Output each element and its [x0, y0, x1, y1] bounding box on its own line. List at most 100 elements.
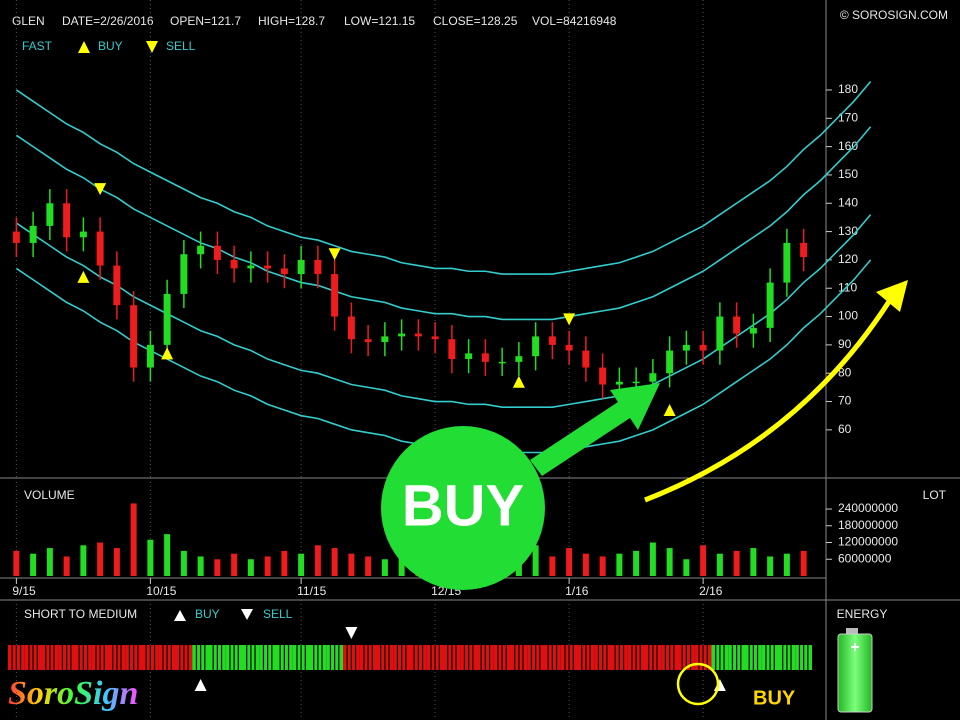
header-field: DATE=2/26/2016	[62, 14, 154, 28]
candle-body	[79, 231, 87, 238]
candle-body	[381, 336, 389, 343]
volume-bar	[147, 539, 154, 576]
battery: +	[837, 628, 873, 713]
legend-label: FAST	[22, 39, 53, 53]
candle-body	[364, 339, 372, 343]
header-field: LOW=121.15	[344, 14, 415, 28]
y-tick-label: 120000000	[838, 535, 898, 549]
legend-sell-marker	[241, 609, 253, 620]
volume-bar	[750, 548, 757, 576]
candle-body	[63, 203, 71, 238]
header-field: VOL=84216948	[532, 14, 617, 28]
x-tick-label: 1/16	[565, 584, 589, 598]
y-tick-label: 150	[838, 167, 858, 181]
signal-marker	[161, 347, 174, 360]
candle-body	[314, 259, 322, 275]
candle-body	[716, 316, 724, 351]
volume-bar	[197, 556, 204, 576]
candle-body	[733, 316, 741, 334]
candle-body	[766, 282, 774, 328]
yellow-arrow	[644, 298, 893, 503]
volume-bar	[63, 556, 70, 576]
y-tick-label: 170	[838, 110, 858, 124]
volume-bar	[649, 542, 656, 576]
callout-circle	[381, 426, 545, 590]
volume-bar	[683, 559, 690, 576]
candle-body	[682, 344, 690, 351]
volume-bar	[599, 556, 606, 576]
volume-bar	[164, 534, 171, 576]
candle-body	[666, 350, 674, 374]
legend-marker	[78, 41, 90, 53]
volume-bar	[314, 545, 321, 576]
candle-body	[297, 259, 305, 275]
legend-buy-marker	[174, 610, 186, 621]
y-tick-label: 160	[838, 139, 858, 153]
y-tick-label: 130	[838, 224, 858, 238]
volume-bar	[247, 559, 254, 576]
candle-body	[29, 225, 37, 243]
candle-body	[230, 259, 238, 269]
volume-bar	[348, 553, 355, 576]
header-field: CLOSE=128.25	[433, 14, 518, 28]
candle-body	[96, 231, 104, 266]
candle-body	[247, 265, 255, 269]
volume-bar	[549, 556, 556, 576]
y-tick-label: 140	[838, 195, 858, 209]
volume-bar	[666, 548, 673, 576]
x-tick-label: 2/16	[699, 584, 723, 598]
signal-title: SHORT TO MEDIUM	[24, 607, 137, 621]
y-tick-label: 100	[838, 309, 858, 323]
yellow-arrowhead	[876, 280, 908, 312]
y-tick-label: 60000000	[838, 551, 892, 565]
volume-bar	[616, 553, 623, 576]
signal-marker	[328, 248, 341, 261]
candle-body	[649, 373, 657, 382]
volume-bar	[582, 553, 589, 576]
volume-bar	[214, 559, 221, 576]
volume-bar	[30, 553, 37, 576]
candle-body	[465, 353, 473, 360]
candle-body	[749, 327, 757, 334]
candle-body	[163, 293, 171, 345]
volume-bar	[113, 548, 120, 576]
candle-body	[448, 339, 456, 360]
candle-body	[481, 353, 489, 362]
volume-bar	[13, 550, 20, 576]
volume-bar	[97, 542, 104, 576]
battery-body	[837, 633, 873, 713]
signal-marker	[77, 270, 90, 283]
candle-body	[800, 242, 808, 258]
signal-marker	[94, 183, 107, 196]
volume-bar	[716, 553, 723, 576]
volume-bar	[231, 553, 238, 576]
y-tick-label: 60	[838, 422, 852, 436]
logo: SoroSign	[8, 675, 138, 712]
y-tick-label: 240000000	[838, 501, 898, 515]
sell-marker	[345, 627, 358, 639]
y-tick-label: 90	[838, 337, 852, 351]
volume-bar	[381, 559, 388, 576]
x-tick-label: 11/15	[297, 584, 326, 598]
candle-body	[213, 245, 221, 260]
band-line	[15, 126, 872, 321]
candle-body	[12, 231, 20, 243]
y-tick-label: 180000000	[838, 518, 898, 532]
volume-bar	[700, 545, 707, 576]
candle-body	[431, 336, 439, 340]
signal-marker	[663, 404, 676, 417]
header-field: HIGH=128.7	[258, 14, 325, 28]
candle-body	[565, 344, 573, 351]
annotation-layer: BUY BUY	[381, 280, 908, 709]
volume-bar	[331, 548, 338, 576]
buy-marker	[194, 679, 207, 691]
candle-body	[615, 381, 623, 385]
candle-body	[280, 268, 288, 275]
volume-bar	[532, 545, 539, 576]
candle-body	[548, 336, 556, 345]
candle-body	[632, 381, 640, 384]
legend-marker	[146, 41, 158, 53]
